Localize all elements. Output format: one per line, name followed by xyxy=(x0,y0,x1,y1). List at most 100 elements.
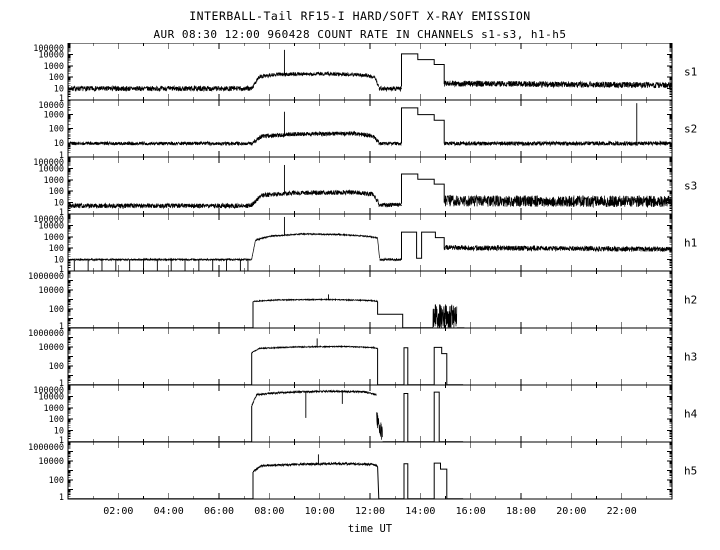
series-h2 xyxy=(377,301,433,329)
ytick-label: 10 xyxy=(54,85,64,95)
series-h4 xyxy=(251,389,377,406)
ytick-label: 100 xyxy=(49,73,64,83)
series-s2 xyxy=(443,140,673,147)
ytick-label: 100 xyxy=(49,476,64,486)
ytick-label: 1 xyxy=(59,94,64,104)
ytick-label: 1000 xyxy=(44,110,64,120)
series-h2 xyxy=(252,297,378,303)
ytick-label: 10000 xyxy=(38,343,64,353)
series-s3 xyxy=(401,173,445,204)
ytick-label: 10000 xyxy=(38,221,64,231)
ytick-label: 10 xyxy=(54,139,64,149)
series-h1 xyxy=(401,231,445,260)
chart-subtitle: AUR 08:30 12:00 960428 COUNT RATE IN CHA… xyxy=(153,28,567,41)
series-h3 xyxy=(251,345,378,354)
xtick-label: 22:00 xyxy=(607,506,637,517)
series-s1 xyxy=(251,71,380,89)
ytick-label: 1 xyxy=(59,265,64,275)
series-s3 xyxy=(251,189,380,207)
channel-label-h4: h4 xyxy=(684,408,698,421)
series-h4 xyxy=(375,412,383,440)
chart-title: INTERBALL-Tail RF15-I HARD/SOFT X-RAY EM… xyxy=(189,9,531,23)
x-axis-title: time UT xyxy=(348,523,393,535)
series-s2 xyxy=(67,140,253,147)
channel-label-h2: h2 xyxy=(684,294,697,307)
ytick-label: 100 xyxy=(49,125,64,135)
xtick-label: 10:00 xyxy=(305,506,335,517)
ytick-label: 10000 xyxy=(38,457,64,467)
series-h2 xyxy=(68,301,254,329)
channel-label-h5: h5 xyxy=(684,465,697,478)
ytick-label: 1 xyxy=(59,208,64,218)
ytick-label: 100 xyxy=(49,244,64,254)
xtick-label: 18:00 xyxy=(506,506,536,517)
series-h2 xyxy=(432,304,458,329)
panel-h5: 1000000 10000 100 1 h5 xyxy=(28,441,697,503)
ytick-label: 1 xyxy=(59,322,64,332)
ytick-label: 1 xyxy=(59,436,64,446)
ytick-label: 1 xyxy=(59,379,64,389)
ytick-label: 10000 xyxy=(38,50,64,60)
ytick-label: 100 xyxy=(49,305,64,315)
series-s1 xyxy=(67,84,253,93)
series-s3 xyxy=(378,202,402,208)
ytick-label: 1000000 xyxy=(28,443,64,453)
channel-label-s1: s1 xyxy=(684,66,697,79)
series-s3 xyxy=(67,202,253,210)
ytick-label: 10 xyxy=(54,427,64,437)
series-s2 xyxy=(401,107,445,144)
ytick-label: 1000000 xyxy=(28,272,64,282)
xtick-label: 12:00 xyxy=(355,506,385,517)
ytick-label: 10 xyxy=(54,199,64,209)
ytick-label: 1000 xyxy=(44,404,64,414)
ytick-label: 100 xyxy=(49,415,64,425)
series-s1 xyxy=(443,80,673,89)
xtick-label: 02:00 xyxy=(103,506,133,517)
channel-label-h1: h1 xyxy=(684,237,697,250)
xtick-label: 14:00 xyxy=(405,506,435,517)
ytick-label: 100000 xyxy=(33,215,64,225)
ytick-label: 1 xyxy=(59,151,64,161)
series-h5 xyxy=(377,462,464,500)
series-h3 xyxy=(68,352,253,386)
xray-multipanel-chart: 100000100001000100101s1100001000100101s2… xyxy=(28,43,698,535)
series-h1 xyxy=(251,232,380,260)
series-h4 xyxy=(382,391,464,443)
ytick-label: 10000 xyxy=(38,286,64,296)
xtick-label: 06:00 xyxy=(204,506,234,517)
series-h1 xyxy=(379,257,402,262)
panel-h3: 1000000 10000 100 1 h3 xyxy=(28,327,697,389)
channel-label-h3: h3 xyxy=(684,351,697,364)
chart-header: INTERBALL-Tail RF15-I HARD/SOFT X-RAY EM… xyxy=(0,0,720,41)
ytick-label: 10000 xyxy=(38,164,64,174)
ytick-label: 100 xyxy=(49,187,64,197)
ytick-label: 1 xyxy=(59,493,64,503)
series-s1 xyxy=(378,85,402,93)
ytick-label: 10000 xyxy=(38,392,64,402)
ytick-label: 1000 xyxy=(44,233,64,243)
xtick-label: 16:00 xyxy=(456,506,486,517)
ytick-label: 1000 xyxy=(44,176,64,186)
ytick-label: 1000000 xyxy=(28,329,64,339)
ytick-label: 100000 xyxy=(33,44,64,54)
xtick-label: 20:00 xyxy=(556,506,586,517)
series-h1 xyxy=(67,257,252,262)
series-h5 xyxy=(68,472,254,500)
ytick-label: 10 xyxy=(54,256,64,266)
channel-label-s3: s3 xyxy=(684,180,697,193)
ytick-label: 100000 xyxy=(33,158,64,168)
x-axis: 02:00 04:00 06:00 08:00 10:00 12:00 14:00 16:00… xyxy=(103,506,636,535)
ytick-label: 100000 xyxy=(33,386,64,396)
series-s3 xyxy=(443,194,673,209)
series-h1 xyxy=(443,244,673,253)
xtick-label: 04:00 xyxy=(154,506,184,517)
xtick-label: 08:00 xyxy=(254,506,284,517)
series-h4 xyxy=(68,405,253,443)
series-s2 xyxy=(251,130,380,146)
series-s1 xyxy=(401,53,445,87)
